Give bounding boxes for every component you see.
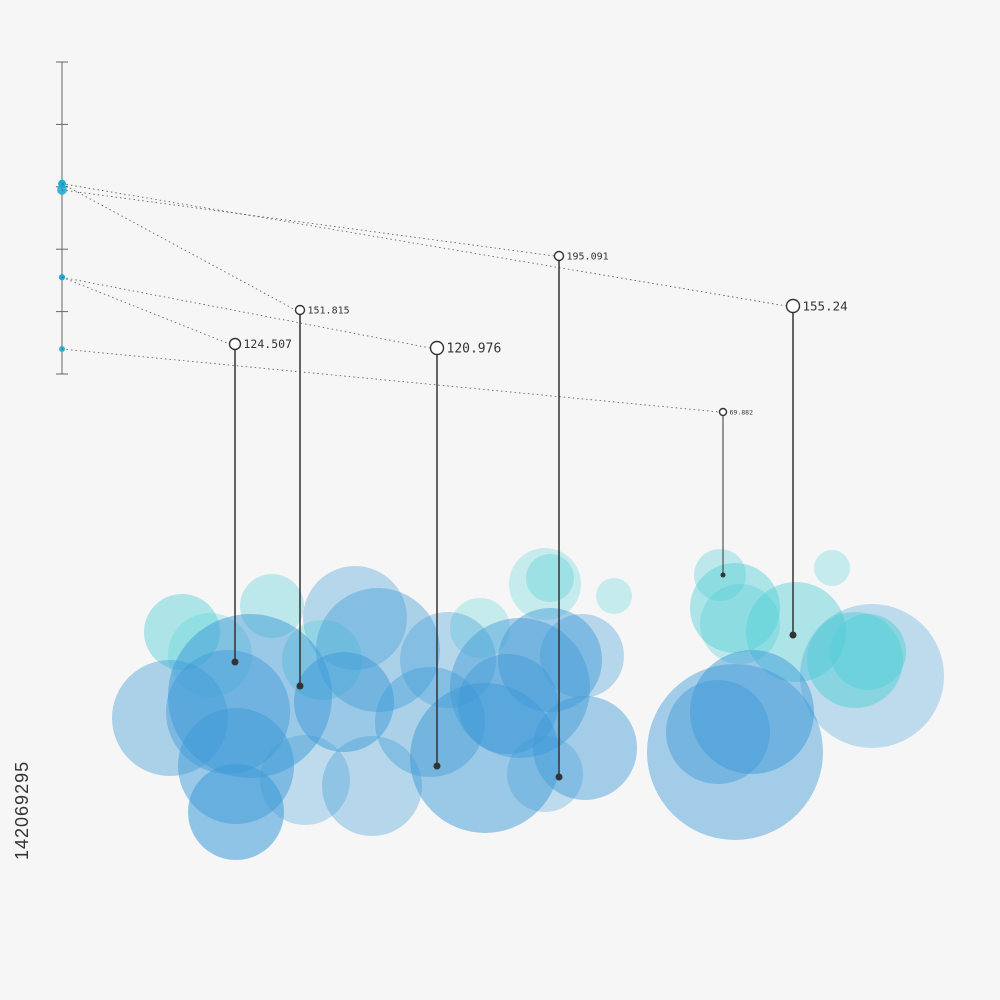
bubble — [303, 566, 407, 670]
bubble-anchor-dot — [231, 658, 239, 666]
value-label: 195.091 — [567, 252, 609, 263]
bubble — [647, 664, 823, 840]
bubble — [690, 650, 814, 774]
bubble — [690, 563, 780, 653]
connector-line — [61, 348, 720, 413]
value-marker — [228, 337, 242, 351]
bubble — [400, 612, 496, 708]
bubble — [694, 549, 746, 601]
bubble — [540, 614, 624, 698]
value-label: 120.976 — [447, 342, 502, 357]
bubble — [188, 764, 284, 860]
dotted-connectors — [61, 183, 787, 413]
connector-line — [61, 276, 230, 345]
bubble — [498, 608, 602, 712]
bubble-anchor-dot — [296, 682, 304, 690]
bubble — [294, 652, 394, 752]
bubble — [509, 548, 581, 620]
bubble-anchor-dot — [720, 572, 726, 578]
value-label: 151.815 — [308, 306, 350, 317]
connector-line — [61, 189, 555, 257]
bubble — [814, 550, 850, 586]
bubble — [507, 736, 583, 812]
bubble — [830, 614, 906, 690]
bubble — [410, 683, 560, 833]
stock-id-text: 142069295 — [12, 760, 32, 860]
bubble-anchor-dot — [555, 773, 563, 781]
value-marker — [785, 298, 801, 314]
connector-line — [61, 183, 296, 311]
bubble-anchor-dot — [789, 631, 797, 639]
bubble — [596, 578, 632, 614]
value-marker — [718, 407, 728, 417]
value-label: 69.882 — [730, 408, 754, 416]
value-label: 124.507 — [244, 337, 293, 351]
value-marker — [429, 340, 445, 356]
connector-line — [61, 183, 787, 307]
bubble-cloud — [112, 548, 944, 860]
vertical-scale — [56, 61, 68, 375]
bubble-anchor-dot — [433, 762, 441, 770]
value-marker — [553, 250, 565, 262]
bubble — [450, 598, 510, 658]
value-marker — [294, 304, 306, 316]
data-markers: 124.507 151.815 120.976 195.091 69.882 155.24 — [228, 250, 848, 781]
stock-id: 142069295 — [8, 760, 38, 860]
bubble — [458, 654, 558, 754]
bubble — [700, 584, 780, 664]
value-label: 155.24 — [803, 298, 848, 313]
bubble — [322, 736, 422, 836]
bubble — [526, 554, 574, 602]
bubble — [666, 680, 770, 784]
